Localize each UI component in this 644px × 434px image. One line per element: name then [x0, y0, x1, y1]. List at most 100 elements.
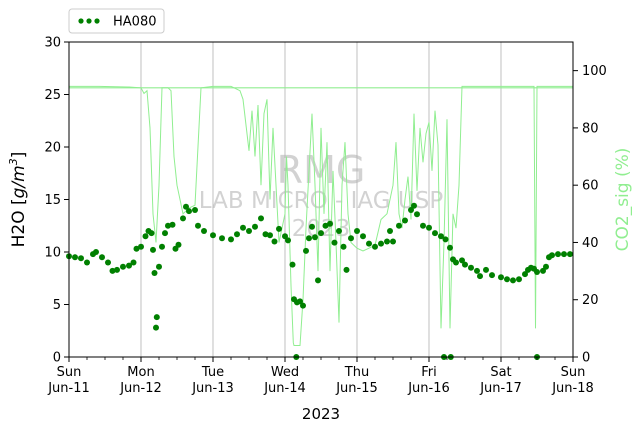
- h2o-point: [384, 238, 390, 245]
- h2o-point: [402, 217, 408, 224]
- x-tick-day: Tue: [201, 365, 224, 380]
- h2o-point: [151, 270, 158, 276]
- h2o-point: [105, 259, 111, 266]
- x-tick-date: Jun-13: [191, 381, 234, 396]
- left-tick-label: 15: [44, 193, 61, 208]
- x-tick-day: Sun: [561, 365, 586, 380]
- h2o-point: [183, 203, 189, 210]
- x-axis-label: 2023: [302, 405, 340, 423]
- h2o-point: [303, 247, 309, 254]
- h2o-point: [153, 324, 159, 331]
- h2o-point: [186, 208, 192, 215]
- h2o-point: [348, 235, 354, 242]
- h2o-point: [447, 244, 453, 251]
- left-tick-label: 25: [44, 88, 61, 103]
- left-axis: 0 5 10 15 20 25 30: [44, 36, 69, 366]
- h2o-point: [366, 240, 372, 247]
- h2o-point: [555, 251, 561, 258]
- h2o-point: [318, 230, 324, 237]
- h2o-point: [175, 241, 182, 248]
- x-tick-date: Jun-15: [335, 381, 378, 396]
- h2o-point: [420, 222, 426, 229]
- h2o-point: [262, 231, 269, 238]
- h2o-point: [489, 272, 495, 279]
- x-tick-date: Jun-14: [263, 381, 306, 396]
- h2o-point: [306, 235, 312, 242]
- left-tick-label: 5: [53, 298, 61, 313]
- x-tick-date: Jun-18: [551, 381, 594, 396]
- co2-series: [69, 85, 573, 346]
- right-tick-label: 0: [582, 351, 590, 366]
- y-axis-label-right: CO2_sig (%): [613, 148, 633, 252]
- h2o-point: [114, 266, 120, 273]
- right-axis: 0 20 40 60 80 100: [573, 64, 607, 366]
- h2o-point: [246, 228, 252, 234]
- x-tick-day: Sun: [57, 365, 82, 380]
- legend-marker-ha080: [78, 18, 100, 24]
- h2o-point: [372, 243, 378, 250]
- h2o-point: [271, 238, 278, 245]
- right-tick-label: 80: [582, 121, 599, 136]
- h2o-point: [192, 207, 198, 213]
- h2o-point: [234, 231, 240, 238]
- h2o-point: [120, 263, 126, 270]
- h2o-point: [411, 202, 417, 209]
- h2o-point: [340, 243, 347, 250]
- h2o-point: [426, 224, 432, 231]
- legend-box: [68, 8, 165, 34]
- left-tick-label: 0: [53, 351, 61, 366]
- h2o-point: [159, 243, 165, 250]
- h2o-point: [133, 245, 140, 252]
- h2o-point: [84, 259, 90, 266]
- h2o-point: [516, 276, 522, 283]
- h2o-point: [438, 233, 444, 240]
- h2o-point: [148, 230, 155, 237]
- h2o-point: [297, 298, 303, 305]
- right-tick-label: 60: [582, 179, 599, 194]
- h2o-point: [543, 263, 549, 270]
- h2o-point: [331, 239, 338, 246]
- h2o-point: [453, 259, 459, 266]
- right-tick-label: 40: [582, 236, 599, 251]
- x-tick-date: Jun-17: [479, 381, 522, 396]
- x-tick-day: Wed: [271, 365, 299, 380]
- h2o-point: [180, 215, 186, 222]
- h2o-point: [408, 207, 414, 213]
- h2o-point: [483, 266, 489, 273]
- h2o-point: [300, 302, 306, 309]
- h2o-point: [315, 277, 321, 284]
- h2o-point: [93, 249, 99, 255]
- h2o-point: [252, 223, 258, 230]
- h2o-point: [219, 235, 225, 242]
- h2o-point: [142, 233, 149, 240]
- watermark-line-1: RMG: [277, 148, 366, 192]
- x-tick-day: Fri: [421, 365, 437, 380]
- h2o-point: [360, 233, 366, 240]
- h2o-point: [498, 274, 504, 281]
- h2o-point: [267, 232, 273, 239]
- watermark: RMG LAB MICRO - IAG USP 2023: [199, 148, 444, 242]
- h2o-point: [309, 223, 315, 230]
- left-tick-label: 20: [44, 141, 61, 156]
- h2o-point: [462, 261, 468, 268]
- x-axis: SunJun-11MonJun-12TueJun-13WedJun-14ThuJ…: [47, 357, 594, 396]
- h2o-point: [322, 222, 329, 229]
- h2o-point: [138, 243, 144, 250]
- h2o-point: [150, 246, 156, 253]
- h2o-point: [228, 236, 234, 243]
- h2o-point: [195, 222, 201, 229]
- h2o-point: [540, 267, 546, 274]
- h2o-point: [312, 234, 318, 241]
- h2o-point: [258, 215, 264, 222]
- h2o-point: [549, 252, 555, 259]
- x-tick-day: Thu: [344, 365, 369, 380]
- h2o-point: [169, 221, 176, 228]
- watermark-line-2: LAB MICRO - IAG USP: [199, 188, 444, 214]
- h2o-point: [534, 269, 540, 275]
- h2o-point: [130, 259, 137, 266]
- h2o-point: [477, 273, 483, 280]
- h2o-point: [336, 228, 342, 234]
- h2o-point: [390, 238, 396, 245]
- h2o-point: [396, 222, 402, 229]
